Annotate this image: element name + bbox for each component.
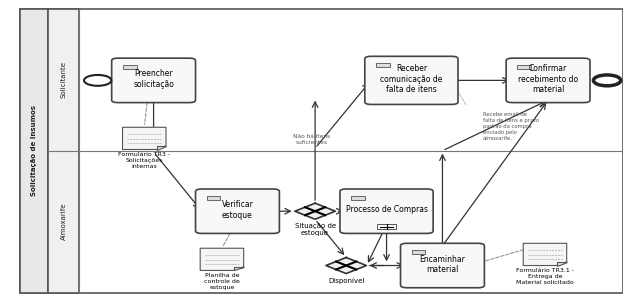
FancyBboxPatch shape [340,189,433,234]
Polygon shape [557,262,567,266]
Text: Encaminhar
material: Encaminhar material [419,254,466,274]
Text: Almoxarife: Almoxarife [61,203,67,240]
Polygon shape [235,267,243,271]
Polygon shape [295,203,335,219]
Bar [376,63,389,67]
Polygon shape [200,248,243,271]
FancyBboxPatch shape [112,58,195,103]
Text: Planilha de
controle de
estoque: Planilha de controle de estoque [204,273,240,290]
Circle shape [593,75,621,86]
Bar [123,65,137,69]
Text: Verificar
estoque: Verificar estoque [222,200,253,220]
Bar [378,224,396,229]
Text: Receber
comunicação de
falta de itens: Receber comunicação de falta de itens [380,64,442,94]
Text: Solicitação de Insumos: Solicitação de Insumos [31,105,37,196]
FancyBboxPatch shape [365,56,458,104]
Bar [20,9,48,293]
FancyBboxPatch shape [401,243,484,288]
Bar [517,65,531,69]
Polygon shape [157,146,166,150]
FancyBboxPatch shape [506,58,590,103]
Text: Situação de
estoque: Situação de estoque [295,223,336,236]
Text: Formulário TR3.1 -
Entrega de
Material solicitado: Formulário TR3.1 - Entrega de Material s… [516,269,574,285]
Text: Não há itens
suficientes: Não há itens suficientes [293,134,331,144]
FancyBboxPatch shape [195,189,280,234]
Polygon shape [122,127,166,150]
Bar [412,250,426,254]
Polygon shape [523,243,567,266]
Circle shape [84,75,111,86]
Text: Disponível: Disponível [328,277,364,284]
Bar [351,196,365,200]
Text: Processo de Compras: Processo de Compras [346,205,427,214]
Polygon shape [326,257,366,274]
Bar [48,9,79,293]
Text: Confirmar
recebimento do
material: Confirmar recebimento do material [518,64,578,94]
Text: Formulário TR3 -
Solicitações
internas: Formulário TR3 - Solicitações internas [118,152,170,169]
Text: Recebe email de
falta de itens e prazo
padrão da compra
enviado pelo
almoxarife.: Recebe email de falta de itens e prazo p… [483,112,539,141]
Text: Preencher
solicitação: Preencher solicitação [133,69,174,89]
Bar [207,196,220,200]
Text: Solicitante: Solicitante [61,61,67,98]
